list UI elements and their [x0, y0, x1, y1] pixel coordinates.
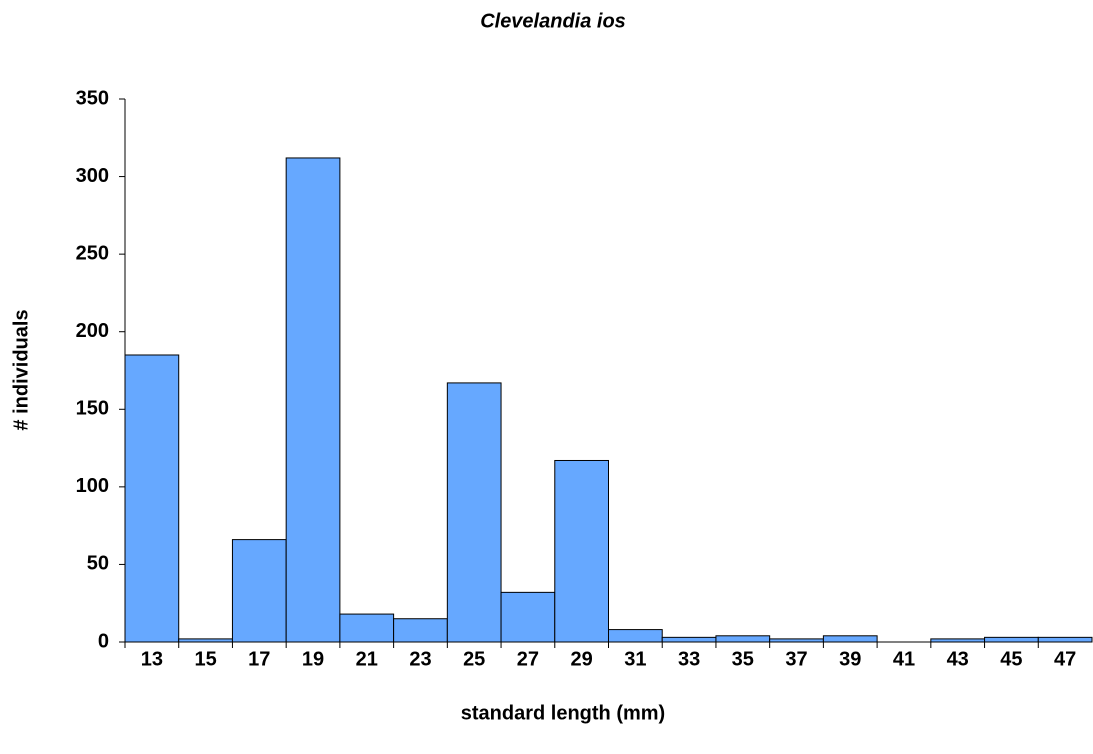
x-tick-label: 19	[302, 648, 324, 670]
y-tick-label: 250	[76, 242, 109, 264]
x-tick-label: 39	[839, 648, 861, 670]
x-tick-label: 41	[893, 648, 915, 670]
x-tick-label: 27	[517, 648, 539, 670]
chart-title: Clevelandia ios	[480, 10, 626, 32]
y-tick-label: 50	[87, 553, 109, 575]
y-tick-label: 0	[98, 630, 109, 652]
bar	[231, 539, 287, 643]
bar	[608, 629, 663, 643]
x-tick-label: 45	[1000, 648, 1022, 670]
bar	[393, 618, 448, 643]
y-tick-label: 100	[76, 475, 109, 497]
x-tick-label: 23	[409, 648, 431, 670]
x-axis-label: standard length (mm)	[461, 702, 665, 724]
y-tick-label: 200	[76, 320, 109, 342]
x-tick-label: 33	[678, 648, 700, 670]
x-tick-label: 47	[1054, 648, 1076, 670]
x-tick-label: 25	[463, 648, 485, 670]
bar	[124, 354, 180, 643]
bar	[339, 613, 395, 643]
x-tick-label: 17	[248, 648, 270, 670]
x-tick-label: 37	[785, 648, 807, 670]
bar	[500, 591, 556, 643]
x-tick-label: 43	[947, 648, 969, 670]
bar	[1037, 636, 1093, 643]
bar	[715, 635, 771, 643]
bar	[984, 636, 1039, 643]
x-tick-label: 21	[356, 648, 378, 670]
y-tick-label: 350	[76, 87, 109, 109]
bar	[446, 382, 502, 643]
x-tick-label: 15	[194, 648, 216, 670]
bar	[661, 636, 717, 643]
y-axis-label: # individuals	[10, 309, 32, 430]
x-tick-label: 29	[571, 648, 593, 670]
bar	[285, 157, 341, 643]
bar	[554, 459, 609, 643]
y-tick-label: 300	[76, 165, 109, 187]
y-tick-label: 150	[76, 398, 109, 420]
x-tick-label: 31	[624, 648, 646, 670]
bar	[822, 635, 878, 643]
x-tick-label: 35	[732, 648, 754, 670]
x-tick-label: 13	[141, 648, 163, 670]
